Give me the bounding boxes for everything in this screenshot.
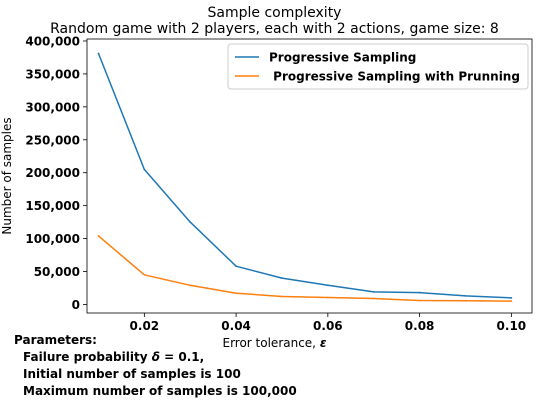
epsilon-symbol: ε xyxy=(319,336,327,350)
series-1-point xyxy=(418,291,421,294)
series-1-point xyxy=(189,221,192,224)
parameters-block: Parameters: Failure probability δ = 0.1, I… xyxy=(14,332,297,400)
y-tick-label: 0 xyxy=(72,298,80,312)
legend: Progressive Sampling Progressive Samplin… xyxy=(227,43,529,90)
x-tick-label: 0.10 xyxy=(497,319,527,333)
y-axis-label-text: Number of samples xyxy=(0,117,14,235)
legend-label-2: Progressive Sampling with Prunning xyxy=(269,70,520,84)
chart-title: Sample complexity xyxy=(207,5,342,21)
failure-prefix: Failure probability xyxy=(23,350,152,364)
y-tick-label: 150,000 xyxy=(25,199,80,213)
series-2-point xyxy=(418,299,421,302)
series-1-point xyxy=(143,168,146,171)
series-1-point xyxy=(372,291,375,293)
x-tick-label: 0.08 xyxy=(405,319,435,333)
series-lines xyxy=(97,52,513,303)
series-2-point xyxy=(143,273,146,276)
series-2-point xyxy=(281,295,283,298)
series-1-point xyxy=(281,277,283,279)
series-1-point xyxy=(326,284,329,287)
parameters-heading: Parameters: xyxy=(14,333,97,347)
maximum-samples-line: Maximum number of samples is 100,000 xyxy=(23,384,297,398)
ticks: 0.02 0.04 0.06 0.08 0.10 0 50,000 100,000 150,00… xyxy=(25,34,526,333)
legend-box xyxy=(227,43,529,90)
chart-subtitle: Random game with 2 players, each with 2 … xyxy=(50,21,499,37)
failure-probability-line: Failure probability δ = 0.1, xyxy=(14,349,297,366)
y-tick-label: 300,000 xyxy=(25,100,80,114)
series-line-2 xyxy=(98,235,512,302)
axes xyxy=(86,38,533,314)
series-1-point xyxy=(510,296,513,299)
legend-label-1: Progressive Sampling xyxy=(269,51,416,65)
series-line-1 xyxy=(97,53,512,299)
x-tick-label: 0.06 xyxy=(313,319,343,333)
y-tick-label: 350,000 xyxy=(25,67,80,81)
series-2-point xyxy=(510,300,513,303)
series-2-point xyxy=(235,292,237,295)
y-tick-label: 50,000 xyxy=(34,265,80,279)
x-tick-label: 0.04 xyxy=(221,319,251,333)
y-tick-label: 100,000 xyxy=(25,232,80,246)
series-2-point xyxy=(464,299,467,302)
y-tick-label: 400,000 xyxy=(25,34,80,48)
y-tick-label: 250,000 xyxy=(25,133,80,147)
series-1-point xyxy=(464,294,467,297)
failure-value: = 0.1, xyxy=(159,350,205,364)
series-2-point xyxy=(189,284,192,287)
initial-samples-line: Initial number of samples is 100 xyxy=(23,367,241,381)
series-1-point xyxy=(97,52,100,55)
delta-symbol: δ xyxy=(151,350,160,364)
series-2-point xyxy=(326,296,329,299)
series-2-point xyxy=(372,297,375,300)
series-1-point xyxy=(235,265,237,268)
y-tick-label: 200,000 xyxy=(25,166,80,180)
x-axis-label-text: Error tolerance, xyxy=(222,336,320,350)
x-axis-label: Error tolerance, ε xyxy=(0,336,549,350)
series-2-point xyxy=(97,235,100,237)
axes-frame xyxy=(86,38,533,314)
x-tick-label: 0.02 xyxy=(130,319,160,333)
